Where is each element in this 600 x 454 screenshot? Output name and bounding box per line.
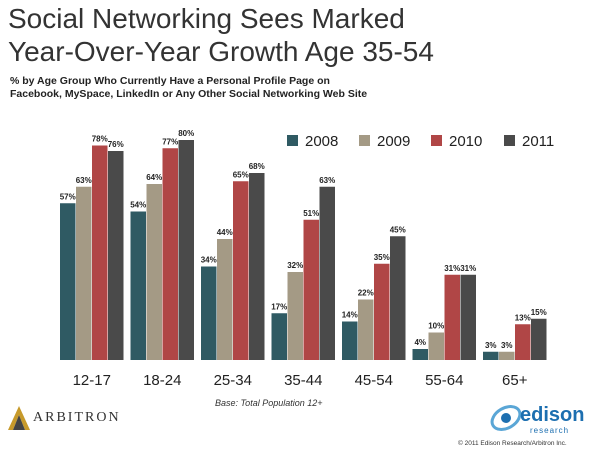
data-label-35-44-2008: 17% [271, 302, 287, 311]
data-label-12-17-2008: 57% [60, 192, 76, 201]
legend-swatch-2010 [431, 135, 442, 146]
arbitron-logo: ARBITRON [6, 404, 119, 432]
arbitron-logo-text: ARBITRON [33, 410, 121, 425]
edison-logo: edison research [488, 398, 588, 442]
data-label-25-34-2008: 34% [201, 256, 217, 265]
data-label-18-24-2008: 54% [130, 201, 146, 210]
legend-swatch-2011 [504, 135, 515, 146]
data-label-25-34-2009: 44% [217, 228, 233, 237]
bar-35-44-2010 [303, 219, 319, 360]
bar-18-24-2011 [178, 140, 194, 360]
data-label-18-24-2009: 64% [146, 173, 162, 182]
x-tick-label-65+: 65+ [502, 372, 528, 389]
chart-title: Social Networking Sees Marked Year-Over-… [8, 2, 434, 68]
arbitron-mark-icon [8, 406, 30, 430]
bar-18-24-2009 [146, 184, 162, 360]
data-label-55-64-2011: 31% [460, 264, 476, 273]
bar-25-34-2009 [217, 239, 233, 360]
data-label-45-54-2010: 35% [374, 253, 390, 262]
bar-12-17-2011 [108, 151, 124, 360]
data-label-65+-2008: 3% [485, 341, 497, 350]
data-label-45-54-2009: 22% [358, 289, 374, 298]
data-label-35-44-2010: 51% [303, 209, 319, 218]
bar-12-17-2008 [60, 203, 76, 360]
bar-18-24-2008 [130, 211, 146, 360]
bar-45-54-2008 [342, 321, 358, 360]
bar-55-64-2008 [412, 349, 428, 360]
bar-65+-2008 [483, 351, 499, 360]
bar-35-44-2009 [287, 272, 303, 360]
data-label-12-17-2010: 78% [92, 135, 108, 144]
data-label-35-44-2011: 63% [319, 176, 335, 185]
data-label-18-24-2011: 80% [178, 129, 194, 138]
bar-45-54-2010 [374, 263, 390, 360]
edison-swirl-icon [490, 405, 522, 431]
bar-65+-2009 [499, 351, 515, 360]
chart-subtitle: % by Age Group Who Currently Have a Pers… [10, 75, 367, 101]
data-label-35-44-2009: 32% [287, 261, 303, 270]
bar-65+-2011 [531, 318, 547, 360]
bar-55-64-2011 [460, 274, 476, 360]
legend-swatch-2008 [287, 135, 298, 146]
legend-label-2008: 2008 [305, 133, 338, 150]
bar-35-44-2008 [271, 313, 287, 360]
x-tick-label-55-64: 55-64 [425, 372, 463, 389]
data-label-65+-2009: 3% [501, 341, 513, 350]
bar-45-54-2009 [358, 299, 374, 360]
legend-label-2010: 2010 [449, 133, 482, 150]
bar-45-54-2011 [390, 236, 406, 360]
edison-logo-text: edison [520, 404, 585, 426]
data-label-12-17-2009: 63% [76, 176, 92, 185]
x-tick-label-25-34: 25-34 [214, 372, 252, 389]
bar-25-34-2011 [249, 173, 265, 360]
base-note: Base: Total Population 12+ [215, 398, 323, 408]
data-label-45-54-2008: 14% [342, 311, 358, 320]
data-label-65+-2011: 15% [531, 308, 547, 317]
x-tick-label-18-24: 18-24 [143, 372, 181, 389]
data-label-55-64-2010: 31% [444, 264, 460, 273]
legend-label-2011: 2011 [522, 133, 554, 150]
data-label-45-54-2011: 45% [390, 225, 406, 234]
data-label-12-17-2011: 76% [108, 140, 124, 149]
x-tick-label-12-17: 12-17 [73, 372, 111, 389]
edison-logo-subtext: research [530, 426, 570, 435]
x-tick-label-35-44: 35-44 [284, 372, 322, 389]
data-label-55-64-2008: 4% [414, 338, 426, 347]
bar-18-24-2010 [162, 148, 178, 360]
bar-65+-2010 [515, 324, 531, 360]
subtitle-line-2: Facebook, MySpace, LinkedIn or Any Other… [10, 88, 368, 100]
copyright-notice: © 2011 Edison Research/Arbitron Inc. [458, 440, 567, 447]
data-label-65+-2010: 13% [515, 313, 531, 322]
legend-label-2009: 2009 [377, 133, 410, 150]
title-line-1: Social Networking Sees Marked [8, 3, 405, 34]
data-label-25-34-2011: 68% [249, 162, 265, 171]
data-label-55-64-2009: 10% [428, 322, 444, 331]
title-line-2: Year-Over-Year Growth Age 35-54 [8, 36, 434, 67]
bar-12-17-2010 [92, 145, 108, 360]
x-tick-label-45-54: 45-54 [355, 372, 393, 389]
bar-35-44-2011 [319, 186, 335, 360]
bar-12-17-2009 [76, 186, 92, 360]
bar-25-34-2008 [201, 266, 217, 360]
legend-swatch-2009 [359, 135, 370, 146]
data-label-25-34-2010: 65% [233, 170, 249, 179]
data-label-18-24-2010: 77% [162, 137, 178, 146]
bar-55-64-2010 [444, 274, 460, 360]
bar-55-64-2009 [428, 332, 444, 360]
bar-25-34-2010 [233, 181, 249, 360]
subtitle-line-1: % by Age Group Who Currently Have a Pers… [10, 75, 330, 87]
